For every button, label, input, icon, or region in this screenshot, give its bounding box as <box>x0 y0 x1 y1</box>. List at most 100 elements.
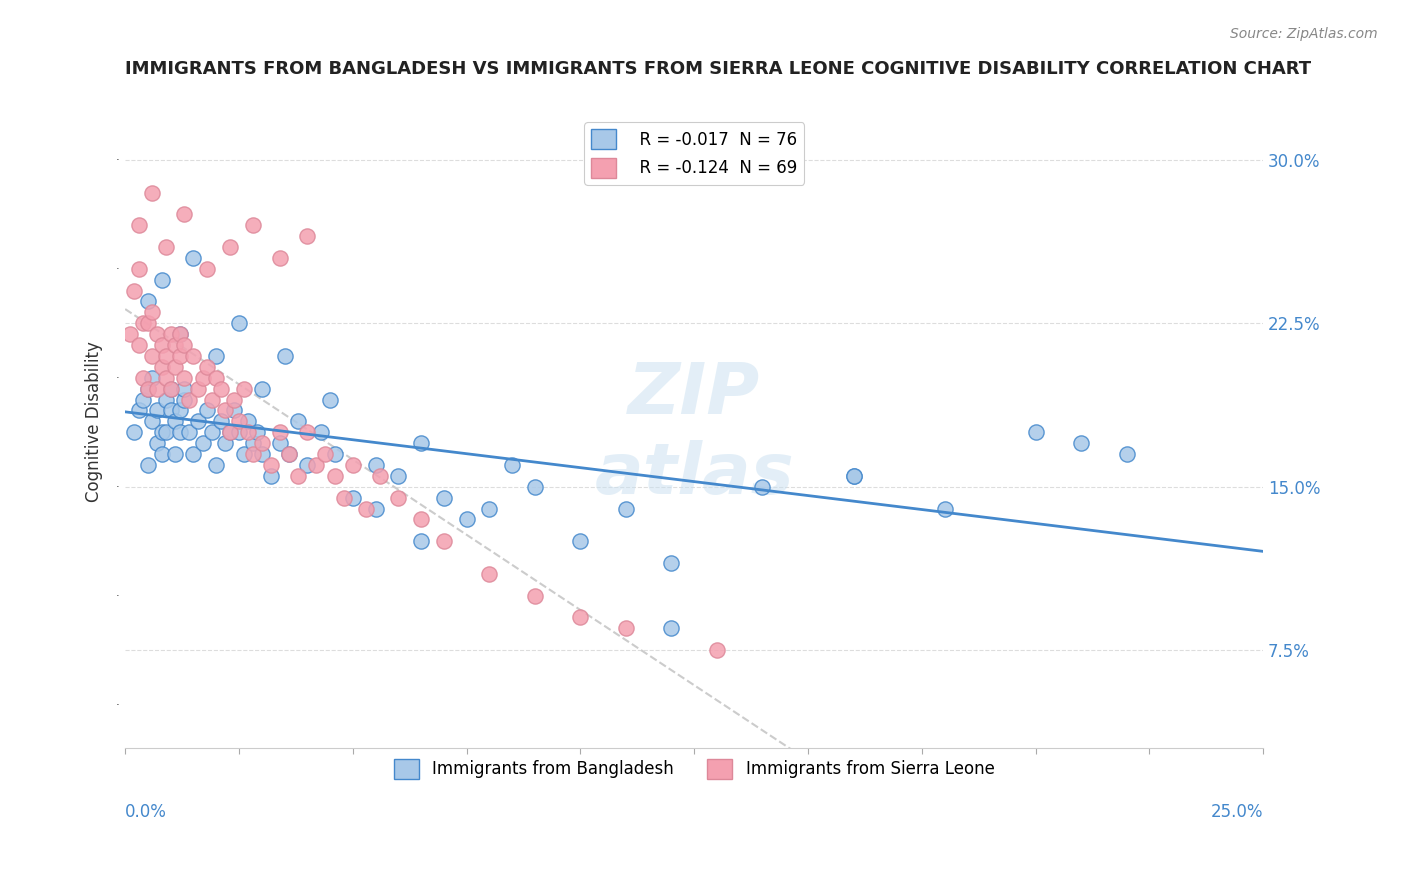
Point <box>250 382 273 396</box>
Point <box>146 382 169 396</box>
Point <box>236 425 259 440</box>
Point <box>842 468 865 483</box>
Point <box>456 512 478 526</box>
Point <box>224 392 246 407</box>
Point <box>342 458 364 472</box>
Point <box>214 403 236 417</box>
Point <box>195 359 218 374</box>
Point <box>323 447 346 461</box>
Point <box>387 491 409 505</box>
Point <box>661 556 683 570</box>
Point <box>246 425 269 440</box>
Text: IMMIGRANTS FROM BANGLADESH VS IMMIGRANTS FROM SIERRA LEONE COGNITIVE DISABILITY : IMMIGRANTS FROM BANGLADESH VS IMMIGRANTS… <box>125 60 1312 78</box>
Point <box>173 370 195 384</box>
Point <box>146 327 169 342</box>
Text: 25.0%: 25.0% <box>1211 803 1263 821</box>
Point <box>128 403 150 417</box>
Point <box>433 491 456 505</box>
Point <box>141 370 163 384</box>
Point <box>297 458 319 472</box>
Point <box>614 501 637 516</box>
Point <box>195 403 218 417</box>
Point <box>228 425 250 440</box>
Point <box>305 458 328 472</box>
Point <box>141 414 163 428</box>
Point <box>934 501 956 516</box>
Point <box>150 425 173 440</box>
Point <box>169 425 191 440</box>
Point <box>232 447 254 461</box>
Point <box>269 436 291 450</box>
Point <box>169 327 191 342</box>
Point <box>309 425 332 440</box>
Point <box>364 458 387 472</box>
Point <box>159 382 181 396</box>
Point <box>706 643 728 657</box>
Point <box>165 414 187 428</box>
Point <box>297 229 319 244</box>
Point <box>209 382 232 396</box>
Point <box>159 403 181 417</box>
Point <box>250 436 273 450</box>
Point <box>332 491 354 505</box>
Point <box>191 436 214 450</box>
Point <box>278 447 301 461</box>
Point <box>356 501 378 516</box>
Point <box>159 382 181 396</box>
Point <box>214 436 236 450</box>
Text: ZIP
atlas: ZIP atlas <box>595 360 794 508</box>
Point <box>569 610 592 624</box>
Point <box>159 327 181 342</box>
Point <box>842 468 865 483</box>
Point <box>287 468 309 483</box>
Point <box>205 349 228 363</box>
Point <box>409 534 432 549</box>
Point <box>141 349 163 363</box>
Point <box>183 447 205 461</box>
Text: 0.0%: 0.0% <box>125 803 167 821</box>
Point <box>236 414 259 428</box>
Point <box>523 589 546 603</box>
Point <box>124 425 146 440</box>
Point <box>187 414 209 428</box>
Point <box>128 261 150 276</box>
Point <box>169 349 191 363</box>
Point <box>661 621 683 635</box>
Point <box>165 359 187 374</box>
Point <box>177 425 200 440</box>
Point <box>173 382 195 396</box>
Point <box>146 436 169 450</box>
Point <box>218 240 240 254</box>
Point <box>165 447 187 461</box>
Point <box>478 501 501 516</box>
Point <box>128 338 150 352</box>
Point <box>297 425 319 440</box>
Point <box>173 207 195 221</box>
Point <box>183 251 205 265</box>
Point <box>136 316 159 330</box>
Point <box>242 436 264 450</box>
Y-axis label: Cognitive Disability: Cognitive Disability <box>86 341 103 502</box>
Point <box>150 447 173 461</box>
Point <box>319 392 342 407</box>
Point <box>751 480 773 494</box>
Legend: Immigrants from Bangladesh, Immigrants from Sierra Leone: Immigrants from Bangladesh, Immigrants f… <box>387 752 1001 786</box>
Point <box>501 458 523 472</box>
Point <box>269 251 291 265</box>
Point <box>314 447 336 461</box>
Point <box>173 392 195 407</box>
Point <box>177 392 200 407</box>
Point <box>242 447 264 461</box>
Point <box>141 186 163 200</box>
Point <box>228 414 250 428</box>
Point <box>165 338 187 352</box>
Point <box>155 425 177 440</box>
Point <box>323 468 346 483</box>
Point <box>169 403 191 417</box>
Point <box>124 284 146 298</box>
Point <box>201 392 224 407</box>
Point <box>368 468 391 483</box>
Point <box>1115 447 1137 461</box>
Point <box>195 261 218 276</box>
Point <box>201 425 224 440</box>
